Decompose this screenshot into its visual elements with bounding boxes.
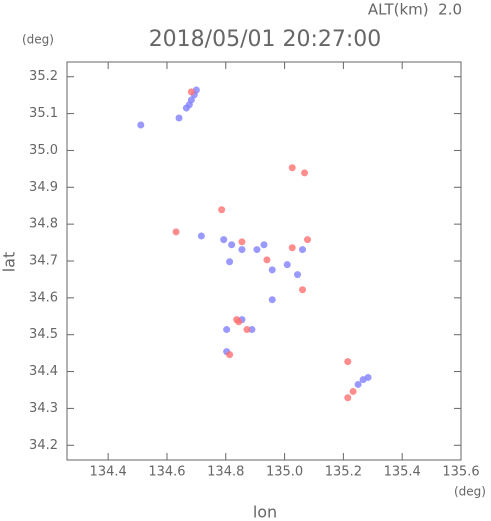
echo-point <box>248 326 256 334</box>
y-tick-label: 34.8 <box>29 217 58 232</box>
echo-point <box>253 246 261 254</box>
x-tick-label: 134.8 <box>207 465 244 480</box>
x-tick-label: 134.4 <box>90 465 127 480</box>
echo-point <box>175 114 183 122</box>
echo-point <box>364 373 372 381</box>
echo-point <box>299 246 307 254</box>
chart-title: 2018/05/01 20:27:00 <box>149 27 382 52</box>
echo-point <box>288 164 296 172</box>
echo-point <box>223 326 231 334</box>
x-tick-label: 135.6 <box>442 465 479 480</box>
echo-point <box>304 236 312 244</box>
y-tick-label: 34.5 <box>29 327 58 342</box>
y-tick-label: 35.2 <box>29 69 58 84</box>
echo-point <box>238 238 246 246</box>
echo-point <box>172 228 180 236</box>
x-tick-label: 135.0 <box>266 465 303 480</box>
echo-point <box>260 241 268 249</box>
echo-point <box>197 232 205 240</box>
echo-point <box>283 261 291 269</box>
y-tick-label: 34.4 <box>29 364 58 379</box>
y-tick-label: 34.6 <box>29 290 58 305</box>
x-tick-label: 135.2 <box>325 465 362 480</box>
y-tick-label: 34.9 <box>29 180 58 195</box>
echo-point <box>182 104 190 112</box>
echo-point <box>294 271 302 279</box>
y-tick-label: 34.3 <box>29 401 58 416</box>
echo-point <box>301 169 309 177</box>
echo-point <box>228 241 236 249</box>
echo-point <box>349 387 357 395</box>
echo-point <box>226 351 234 359</box>
y-tick-label: 35.1 <box>29 106 58 121</box>
x-unit: (deg) <box>454 485 486 499</box>
echo-point <box>263 256 271 264</box>
echo-point <box>235 318 243 326</box>
echo-point <box>220 236 228 244</box>
echo-point <box>238 246 246 254</box>
echo-point <box>344 394 352 402</box>
echo-point <box>243 326 251 334</box>
y-tick-label: 34.7 <box>29 254 58 269</box>
echo-point <box>344 358 352 366</box>
y-tick-label: 35.0 <box>29 143 58 158</box>
y-tick-label: 34.2 <box>29 438 58 453</box>
x-tick-label: 134.6 <box>148 465 185 480</box>
echo-point <box>218 206 226 214</box>
echo-point <box>288 244 296 252</box>
echo-point <box>137 121 145 129</box>
x-axis-label: lon <box>253 503 277 521</box>
y-unit: (deg) <box>22 33 54 47</box>
echo-point <box>268 266 276 274</box>
altitude-label: ALT(km) 2.0 <box>368 1 462 19</box>
echo-point <box>226 258 234 266</box>
echo-point <box>354 380 362 388</box>
echo-point <box>187 88 195 96</box>
y-axis-label: lat <box>0 252 19 273</box>
echo-point <box>268 296 276 304</box>
x-tick-label: 135.4 <box>384 465 421 480</box>
echo-point <box>299 286 307 294</box>
